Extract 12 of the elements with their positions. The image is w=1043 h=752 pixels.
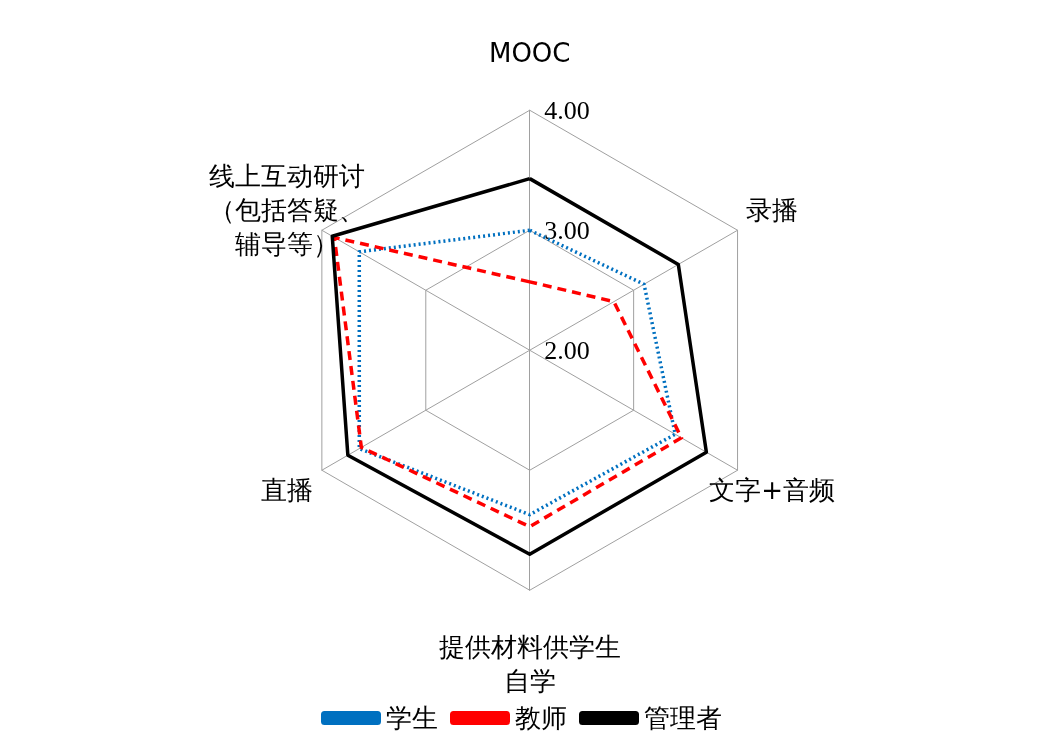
y-tick-label: 4.00 (544, 95, 590, 125)
y-tick-label: 2.00 (544, 335, 590, 365)
spoke-label: 线上互动研讨（包括答疑、辅导等） (209, 161, 366, 260)
spoke-label: 录播 (746, 195, 799, 226)
y-tick-label: 3.00 (544, 215, 590, 245)
spoke-label: 直播 (261, 475, 314, 506)
legend-label: 学生 (386, 703, 438, 733)
legend-label: 教师 (515, 703, 567, 733)
spoke-label: 文字+音频 (709, 475, 836, 506)
spoke-label: 提供材料供学生自学 (438, 632, 621, 697)
spoke-label: MOOC (488, 38, 571, 69)
legend-label: 管理者 (644, 703, 722, 733)
